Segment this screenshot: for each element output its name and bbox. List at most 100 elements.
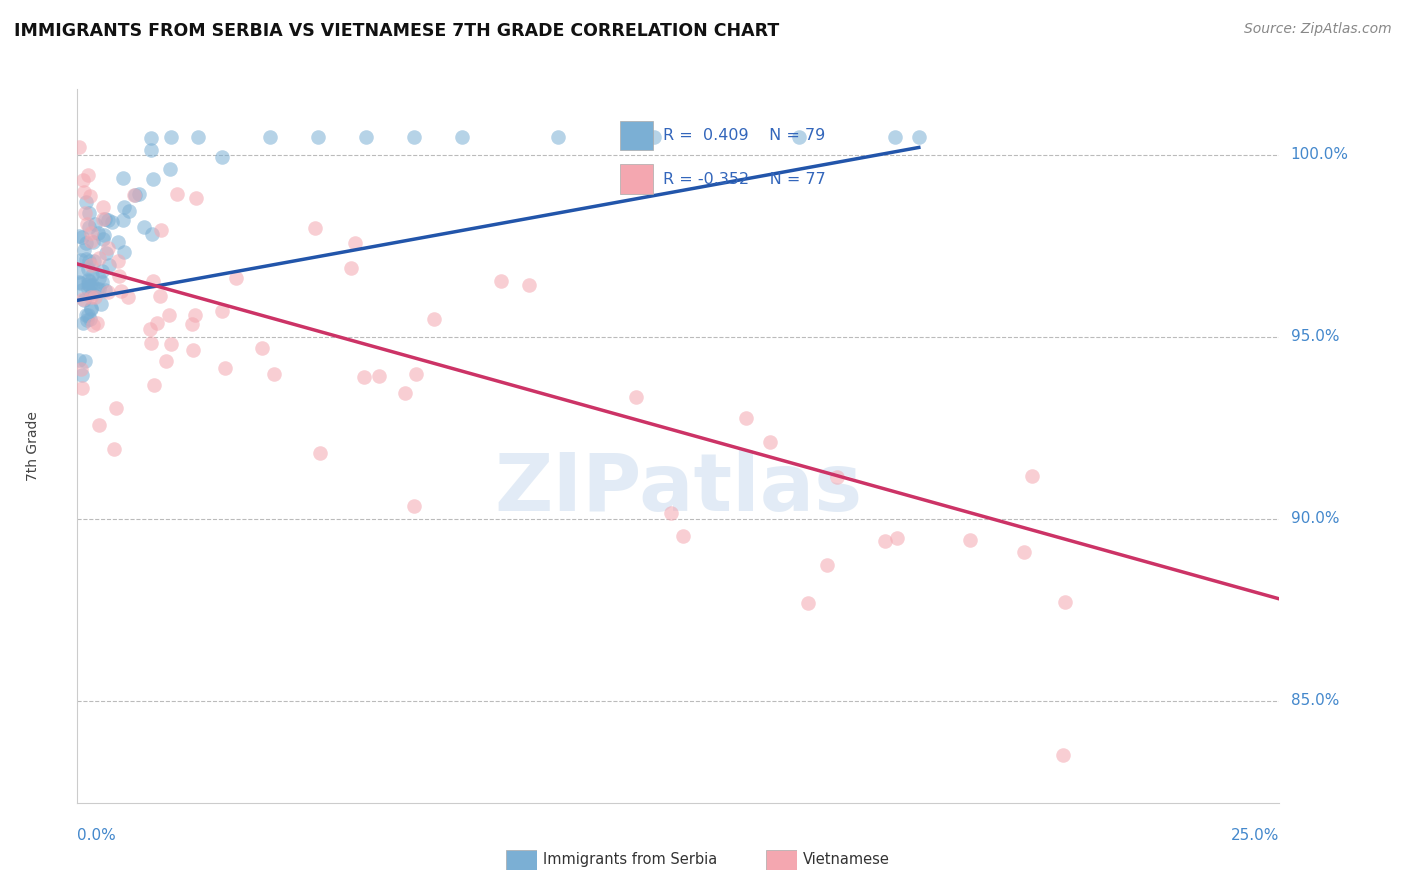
Point [110, 284, 132, 298]
Point [77, 219, 100, 234]
Point [80, 235, 103, 249]
Text: 100.0%: 100.0% [1291, 147, 1348, 162]
Point [1053, 594, 1076, 608]
Text: Immigrants from Serbia: Immigrants from Serbia [543, 853, 717, 867]
Point [104, 401, 127, 416]
Point [90, 264, 112, 278]
Point [112, 170, 135, 185]
Point [75, 195, 97, 210]
Point [1014, 545, 1036, 559]
Point [225, 271, 247, 285]
Point [72, 283, 94, 297]
Point [308, 446, 330, 460]
Point [72, 293, 94, 307]
Point [79, 311, 101, 326]
Point [73, 243, 96, 257]
Point [87, 271, 110, 285]
Text: R =  0.409    N = 79: R = 0.409 N = 79 [664, 128, 825, 143]
Point [67, 228, 90, 243]
Point [148, 289, 170, 303]
Point [672, 529, 695, 543]
Point [142, 274, 165, 288]
Point [89, 417, 111, 432]
Point [181, 343, 204, 358]
Bar [620, 120, 654, 151]
Point [112, 244, 135, 259]
Point [77, 277, 100, 291]
Point [211, 150, 233, 164]
Point [180, 317, 202, 331]
Point [70, 229, 93, 244]
Point [517, 277, 540, 292]
Point [141, 172, 163, 186]
Point [79, 189, 101, 203]
Point [423, 311, 446, 326]
Point [91, 232, 114, 246]
Point [1021, 469, 1043, 483]
Point [67, 275, 90, 289]
Point [128, 187, 150, 202]
Point [138, 322, 160, 336]
Point [146, 316, 169, 330]
Point [72, 381, 94, 395]
Point [75, 308, 97, 322]
Point [547, 129, 569, 144]
Point [80, 226, 103, 240]
Point [76, 217, 98, 231]
Point [97, 212, 120, 227]
Point [111, 213, 134, 227]
Point [118, 203, 141, 218]
Point [79, 290, 101, 304]
Point [77, 206, 100, 220]
Point [367, 369, 389, 384]
Point [353, 369, 375, 384]
Point [73, 354, 96, 368]
Point [90, 297, 112, 311]
Point [72, 316, 94, 330]
Text: 25.0%: 25.0% [1232, 828, 1279, 843]
Text: 90.0%: 90.0% [1291, 511, 1339, 526]
Text: Source: ZipAtlas.com: Source: ZipAtlas.com [1244, 22, 1392, 37]
Point [86, 316, 108, 330]
Point [886, 531, 908, 545]
Point [93, 228, 115, 243]
Point [80, 285, 103, 300]
Text: 95.0%: 95.0% [1291, 329, 1339, 344]
Point [80, 301, 103, 315]
Point [75, 252, 97, 266]
Point [70, 253, 93, 268]
Point [79, 302, 101, 317]
Point [659, 506, 682, 520]
Point [101, 215, 124, 229]
Point [93, 211, 115, 226]
Point [82, 318, 104, 332]
Point [959, 533, 981, 547]
Point [166, 186, 188, 201]
Point [402, 499, 425, 513]
Point [96, 245, 118, 260]
Point [825, 470, 848, 484]
Point [91, 200, 114, 214]
Point [139, 143, 162, 157]
Point [122, 187, 145, 202]
Point [80, 278, 103, 293]
Point [259, 129, 281, 144]
Point [107, 254, 129, 268]
Point [75, 236, 97, 251]
Point [759, 434, 782, 449]
Point [94, 284, 117, 298]
Point [883, 129, 905, 144]
Point [394, 385, 416, 400]
Point [94, 212, 117, 227]
Point [160, 129, 183, 144]
Point [76, 273, 98, 287]
Point [86, 281, 108, 295]
Point [489, 274, 512, 288]
Point [183, 309, 205, 323]
Point [83, 290, 105, 304]
Point [787, 129, 810, 144]
Point [159, 161, 181, 176]
Text: ZIPatlas: ZIPatlas [495, 450, 862, 528]
Point [73, 186, 96, 200]
Text: 0.0%: 0.0% [77, 828, 117, 843]
